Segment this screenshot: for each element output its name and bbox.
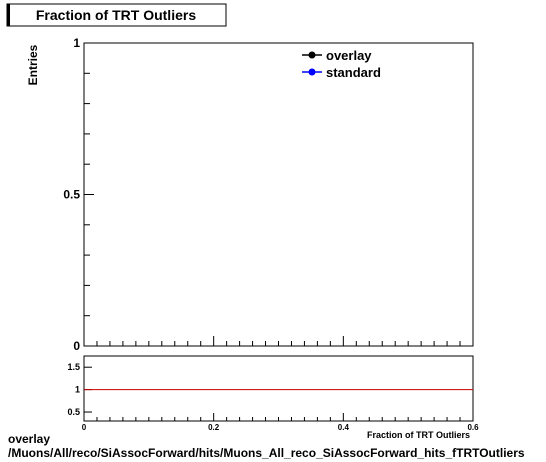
legend-label-overlay: overlay — [326, 48, 372, 63]
x-tick-label: 0.2 — [208, 423, 220, 432]
title-box-shadow — [7, 4, 10, 26]
x-tick-label: 0.4 — [338, 423, 350, 432]
x-axis-label: Fraction of TRT Outliers — [367, 430, 470, 440]
ratio-y-tick-label: 0.5 — [67, 407, 80, 417]
y-axis-label: Entries — [26, 44, 40, 85]
footer-path: /Muons/All/reco/SiAssocForward/hits/Muon… — [8, 446, 525, 460]
y-tick-label: 0.5 — [63, 188, 80, 202]
x-tick-label: 0 — [82, 423, 87, 432]
ratio-y-tick-label: 1 — [75, 385, 80, 395]
ratio-plot-frame — [83, 355, 474, 422]
legend-marker-standard — [308, 68, 316, 76]
legend-marker-overlay — [308, 51, 316, 59]
x-tick-label: 0.6 — [467, 423, 479, 432]
chart-title: Fraction of TRT Outliers — [36, 7, 196, 23]
footer-label: overlay — [8, 432, 51, 446]
main-plot-frame — [83, 42, 474, 347]
y-tick-label: 0 — [73, 339, 80, 353]
ratio-y-tick-label: 1.5 — [67, 362, 80, 372]
y-tick-label: 1 — [73, 36, 80, 50]
legend-label-standard: standard — [326, 65, 381, 80]
